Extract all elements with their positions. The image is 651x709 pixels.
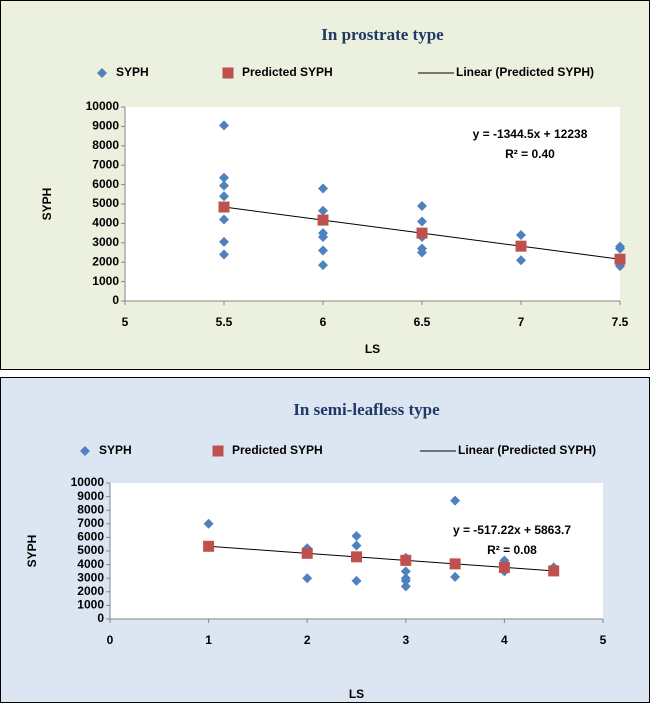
legend-label: SYPH (99, 443, 132, 457)
data-point (450, 571, 461, 582)
data-point (318, 231, 328, 242)
legend-marker (212, 445, 224, 457)
legend-label: Predicted SYPH (242, 65, 333, 79)
data-point (516, 255, 526, 266)
data-point (351, 575, 362, 586)
data-point (351, 540, 362, 551)
y-axis-label: SYPH (40, 188, 54, 221)
data-point (301, 547, 313, 559)
data-point (548, 565, 560, 577)
data-point (218, 201, 230, 213)
data-point (318, 205, 328, 216)
y-tick-label: 4000 (92, 216, 119, 230)
x-tick-label: 6.5 (414, 315, 431, 329)
y-tick-label: 0 (97, 611, 104, 625)
x-tick-label: 6 (320, 315, 327, 329)
y-tick-label: 5000 (77, 543, 104, 557)
trend-r2: R² = 0.40 (505, 147, 555, 161)
data-point (317, 214, 329, 226)
data-point (516, 230, 526, 241)
y-tick-label: 7000 (92, 157, 119, 171)
y-axis-label: SYPH (25, 535, 39, 568)
x-axis-label: LS (349, 687, 364, 701)
data-point (400, 581, 411, 592)
legend-label: Linear (Predicted SYPH) (458, 443, 596, 457)
y-tick-label: 9000 (77, 489, 104, 503)
y-tick-label: 7000 (77, 516, 104, 530)
data-point (614, 253, 626, 265)
data-point (219, 249, 229, 260)
x-tick-label: 7.5 (612, 315, 629, 329)
y-tick-label: 1000 (92, 274, 119, 288)
y-tick-label: 3000 (92, 235, 119, 249)
x-axis-label: LS (365, 342, 380, 356)
y-tick-label: 2000 (77, 584, 104, 598)
data-point (219, 120, 229, 131)
data-point (219, 172, 229, 183)
legend-marker (80, 446, 90, 456)
data-point (318, 260, 328, 271)
x-tick-label: 3 (402, 633, 409, 647)
plot-area (110, 483, 603, 619)
y-tick-label: 10000 (86, 99, 120, 113)
trend-r2: R² = 0.08 (487, 543, 537, 557)
y-tick-label: 2000 (92, 254, 119, 268)
data-point (351, 531, 362, 542)
data-point (615, 243, 625, 254)
data-point (302, 573, 313, 584)
y-tick-label: 10000 (71, 475, 105, 489)
data-point (417, 200, 427, 211)
trend-equation: y = -517.22x + 5863.7 (453, 523, 571, 537)
data-point (318, 183, 328, 194)
data-point (449, 558, 461, 570)
x-tick-label: 2 (304, 633, 311, 647)
data-point (203, 540, 215, 552)
y-tick-label: 9000 (92, 119, 119, 133)
x-tick-label: 7 (518, 315, 525, 329)
data-point (498, 561, 510, 573)
chart-title: In semi-leafless type (293, 400, 440, 419)
legend-label: Linear (Predicted SYPH) (456, 65, 594, 79)
y-tick-label: 6000 (92, 177, 119, 191)
data-point (219, 236, 229, 247)
data-point (416, 227, 428, 239)
y-tick-label: 5000 (92, 196, 119, 210)
y-tick-label: 8000 (92, 138, 119, 152)
data-point (203, 518, 214, 529)
x-tick-label: 5 (122, 315, 129, 329)
x-tick-label: 5 (600, 633, 607, 647)
chart-title: In prostrate type (321, 25, 444, 44)
y-tick-label: 1000 (77, 598, 104, 612)
data-point (219, 180, 229, 191)
y-tick-label: 3000 (77, 570, 104, 584)
data-point (318, 245, 328, 256)
data-point (417, 216, 427, 227)
legend-label: Predicted SYPH (232, 443, 323, 457)
data-point (400, 554, 412, 566)
legend-label: SYPH (116, 65, 149, 79)
x-tick-label: 1 (205, 633, 212, 647)
data-point (400, 566, 411, 577)
data-point (351, 551, 362, 563)
x-tick-label: 0 (107, 633, 114, 647)
data-point (400, 575, 411, 586)
x-tick-label: 5.5 (216, 315, 233, 329)
y-tick-label: 4000 (77, 557, 104, 571)
y-tick-label: 8000 (77, 502, 104, 516)
data-point (219, 191, 229, 202)
trend-equation: y = -1344.5x + 12238 (473, 127, 588, 141)
y-tick-label: 0 (112, 293, 119, 307)
legend-marker (222, 67, 234, 79)
data-point (219, 214, 229, 225)
y-tick-label: 6000 (77, 530, 104, 544)
legend-marker (97, 68, 107, 78)
data-point (515, 240, 527, 252)
data-point (450, 495, 461, 506)
x-tick-label: 4 (501, 633, 508, 647)
data-point (417, 247, 427, 258)
plot-area (125, 107, 620, 301)
